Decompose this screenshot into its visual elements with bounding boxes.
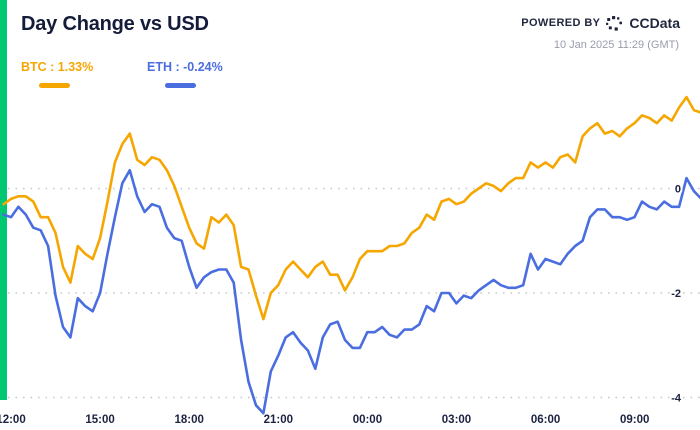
legend-label-eth: ETH : -0.24%	[147, 60, 223, 74]
x-tick-label-06:00: 06:00	[531, 414, 560, 426]
y-tick-label--2: -2	[671, 288, 681, 300]
page-title: Day Change vs USD	[21, 13, 209, 35]
x-tick-label-18:00: 18:00	[174, 414, 203, 426]
x-tick-label-12:00: 12:00	[0, 414, 26, 426]
timestamp: 10 Jan 2025 11:29 (GMT)	[553, 39, 679, 51]
powered-by-badge: POWERED BY CCData	[521, 15, 680, 31]
brand-name: CCData	[629, 15, 680, 31]
legend-item-btc[interactable]: BTC : 1.33%	[21, 58, 94, 88]
powered-by-label: POWERED BY	[521, 17, 601, 29]
eth-line	[2, 168, 700, 415]
y-tick-label-0: 0	[675, 184, 681, 196]
y-tick-label--4: -4	[671, 393, 682, 405]
ccdata-logo-icon	[606, 15, 623, 31]
legend-label-btc: BTC : 1.33%	[21, 60, 94, 74]
x-tick-label-15:00: 15:00	[85, 414, 114, 426]
legend-item-eth[interactable]: ETH : -0.24%	[147, 58, 223, 88]
x-tick-label-09:00: 09:00	[620, 414, 649, 426]
legend-swatch-btc	[39, 83, 70, 88]
green-accent-bar	[0, 0, 7, 400]
legend-swatch-eth	[165, 83, 196, 88]
x-tick-label-00:00: 00:00	[353, 414, 382, 426]
x-tick-label-03:00: 03:00	[442, 414, 471, 426]
btc-line	[2, 95, 700, 321]
x-tick-label-21:00: 21:00	[264, 414, 293, 426]
